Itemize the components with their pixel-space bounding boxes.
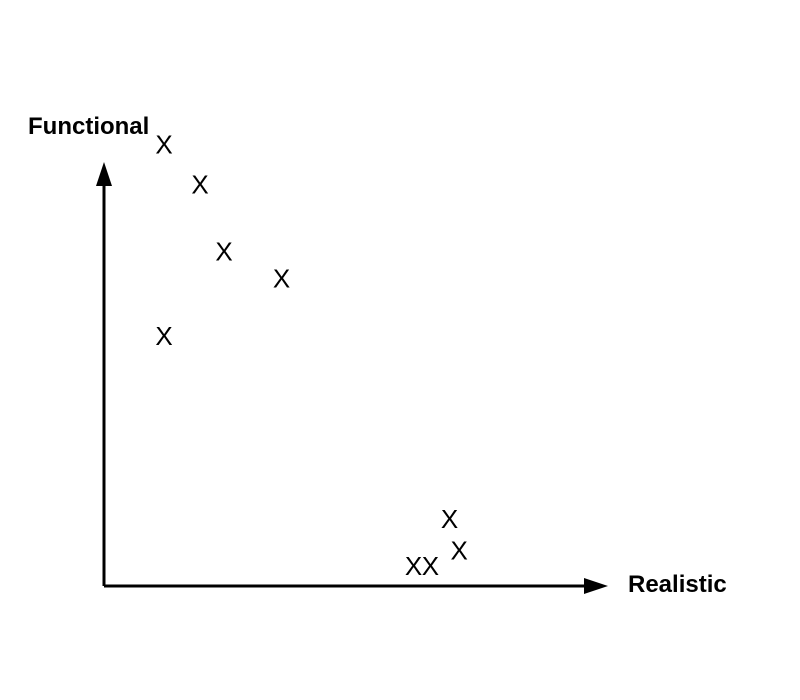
- x-axis-arrow-icon: [584, 578, 608, 594]
- data-point-7: X: [451, 535, 468, 565]
- data-point-1: X: [155, 129, 172, 159]
- y-axis: [96, 162, 112, 586]
- y-axis-label: Functional: [28, 113, 149, 140]
- data-point-6: X: [441, 504, 458, 534]
- data-point-8: X: [405, 551, 422, 581]
- y-axis-arrow-icon: [96, 162, 112, 186]
- data-point-3: X: [215, 237, 232, 267]
- data-point-5: X: [155, 321, 172, 351]
- x-axis: [104, 578, 608, 594]
- data-point-9: X: [422, 551, 439, 581]
- data-point-4: X: [273, 263, 290, 293]
- data-point-2: X: [191, 170, 208, 200]
- x-axis-label: Realistic: [628, 571, 727, 598]
